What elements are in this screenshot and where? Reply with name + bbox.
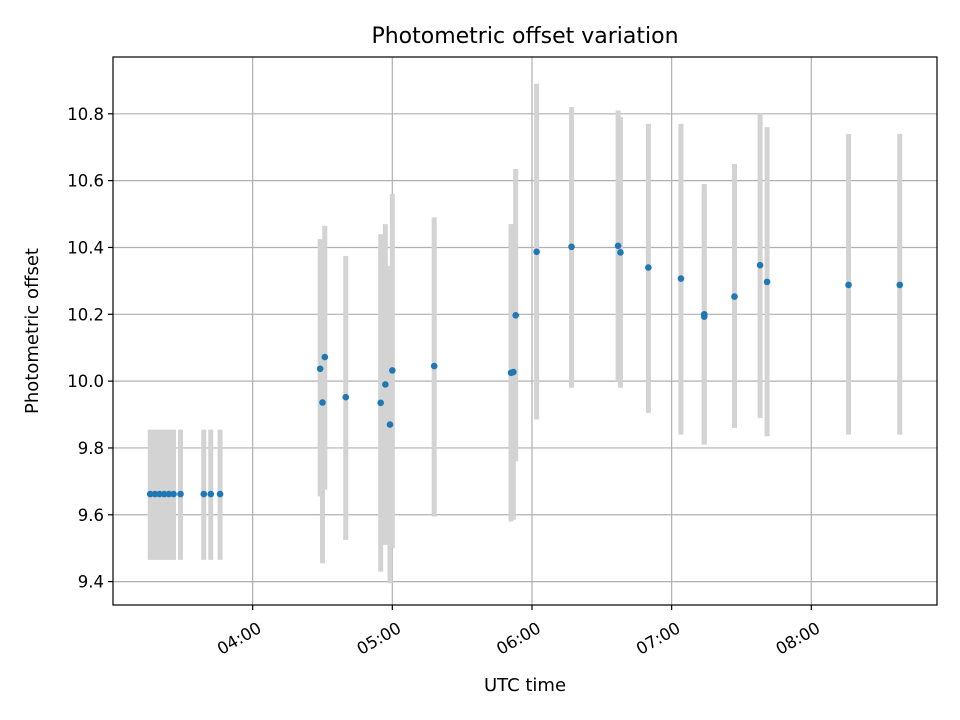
data-point bbox=[510, 368, 517, 376]
data-point bbox=[763, 278, 771, 286]
x-axis-label: UTC time bbox=[484, 675, 566, 696]
x-tick-label: 07:00 bbox=[633, 618, 684, 658]
data-point bbox=[207, 490, 215, 498]
y-tick-label: 9.8 bbox=[78, 439, 104, 458]
data-point bbox=[731, 293, 738, 300]
data-point bbox=[165, 490, 173, 498]
x-tick-label: 08:00 bbox=[773, 618, 824, 658]
data-point bbox=[321, 353, 329, 361]
y-tick-label: 10.0 bbox=[67, 372, 104, 391]
grid bbox=[113, 57, 937, 605]
data-point bbox=[216, 490, 224, 498]
data-point bbox=[896, 281, 904, 289]
data-point bbox=[614, 242, 622, 250]
plot-frame bbox=[112, 56, 938, 606]
y-axis-label: Photometric offset bbox=[22, 248, 43, 414]
data-point bbox=[512, 311, 519, 319]
y-tick-label: 9.6 bbox=[78, 506, 104, 525]
data-point bbox=[377, 399, 384, 407]
data-point bbox=[568, 243, 575, 251]
data-point bbox=[200, 490, 208, 498]
data-point bbox=[146, 490, 154, 498]
data-point bbox=[617, 249, 624, 256]
y-tick-label: 10.8 bbox=[67, 105, 104, 124]
data-point bbox=[700, 313, 708, 320]
data-points bbox=[146, 242, 904, 498]
data-point bbox=[319, 399, 326, 406]
y-tick-label: 10.4 bbox=[67, 238, 104, 257]
error-bars bbox=[147, 83, 903, 584]
x-tick-label: 05:00 bbox=[354, 618, 405, 658]
data-point bbox=[386, 421, 394, 428]
data-point bbox=[845, 281, 852, 289]
y-tick-label: 10.6 bbox=[67, 172, 104, 191]
data-point bbox=[177, 490, 184, 498]
data-point bbox=[151, 490, 159, 498]
x-tick-label: 06:00 bbox=[493, 618, 544, 658]
data-point bbox=[533, 248, 540, 256]
chart-title: Photometric offset variation bbox=[371, 24, 678, 49]
data-point bbox=[170, 490, 177, 498]
data-point bbox=[382, 381, 389, 388]
data-point bbox=[156, 490, 163, 498]
data-point bbox=[756, 261, 764, 269]
y-tick-label: 9.4 bbox=[78, 573, 104, 592]
data-point bbox=[645, 264, 652, 271]
y-tick-label: 10.2 bbox=[67, 305, 104, 324]
data-point bbox=[677, 275, 685, 282]
data-point bbox=[160, 490, 168, 498]
x-tick-label: 04:00 bbox=[214, 618, 265, 658]
data-point bbox=[342, 393, 350, 401]
data-point bbox=[430, 362, 438, 370]
data-point bbox=[389, 367, 396, 374]
data-point bbox=[316, 365, 324, 373]
